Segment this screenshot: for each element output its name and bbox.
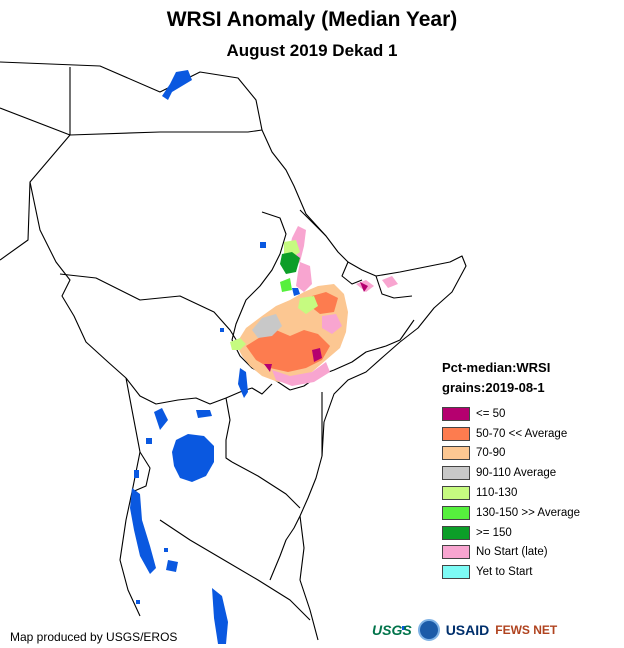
- border-rwanda-burundi: [131, 451, 151, 493]
- lake-tana: [292, 288, 300, 296]
- border-sudan-south-sudan: [59, 273, 241, 347]
- border-sudan-ethiopia: [231, 211, 287, 341]
- legend-label: >= 150: [476, 526, 512, 539]
- legend-swatch: [442, 406, 470, 421]
- border-chad-sudan: [29, 181, 127, 379]
- lake-nasser: [162, 70, 192, 100]
- map-credit: Map produced by USGS/EROS: [10, 630, 178, 644]
- border-somaliland: [375, 275, 413, 299]
- legend-item: >= 150: [442, 523, 622, 543]
- legend-item: No Start (late): [442, 543, 622, 563]
- fews-net-logo: FEWS NET: [495, 623, 558, 637]
- legend-swatch: [442, 545, 470, 560]
- border-tanzania-south: [159, 519, 311, 621]
- agency-logos: USGS USAID FEWS NET: [372, 618, 557, 642]
- water-bit: [220, 328, 224, 332]
- lake-edward: [146, 438, 152, 444]
- legend-label: 110-130: [476, 487, 518, 500]
- border-sudan-north: [69, 129, 263, 136]
- legend-label: No Start (late): [476, 546, 548, 559]
- wrsi-anomaly-extreme-deficit: [360, 282, 368, 292]
- lake-victoria: [172, 434, 214, 482]
- lake-malawi: [212, 588, 228, 644]
- legend-label: Yet to Start: [476, 566, 533, 579]
- wrsi-anomaly-extreme-deficit: [264, 364, 272, 372]
- map-title: WRSI Anomaly (Median Year): [166, 8, 458, 31]
- usgs-logo: USGS: [372, 622, 412, 638]
- water-bit: [164, 548, 168, 552]
- legend-item: 50-70 << Average: [442, 424, 622, 444]
- legend-item: 90-110 Average: [442, 463, 622, 483]
- legend-item: 110-130: [442, 483, 622, 503]
- coastline-nile-region: [0, 61, 467, 581]
- wrsi-anomaly-above-average: [298, 296, 318, 314]
- legend-item: Yet to Start: [442, 562, 622, 582]
- border-libya-egypt: [0, 67, 71, 261]
- wrsi-anomaly-no-start: [382, 276, 398, 288]
- usaid-logo: USAID: [445, 622, 490, 638]
- water-bit: [402, 626, 406, 630]
- legend-title-line2: grains:2019-08-1: [442, 380, 545, 395]
- legend-items: <= 50 50-70 << Average 70-90 90-110 Aver…: [442, 404, 622, 582]
- wrsi-anomaly-below-average: [310, 292, 338, 314]
- wrsi-anomaly-below-average: [246, 330, 330, 372]
- legend-swatch: [442, 565, 470, 580]
- legend-swatch: [442, 525, 470, 540]
- legend-label: 50-70 << Average: [476, 427, 568, 440]
- lake-kyoga: [196, 410, 212, 418]
- legend-swatch: [442, 446, 470, 461]
- legend-label: 130-150 >> Average: [476, 506, 581, 519]
- wrsi-anomaly-no-start: [322, 314, 342, 334]
- wrsi-anomaly-average: [252, 314, 282, 338]
- border-drc-east: [119, 377, 141, 617]
- legend-item: <= 50: [442, 404, 622, 424]
- legend: Pct-median:WRSI grains:2019-08-1 <= 50 5…: [442, 358, 622, 582]
- lake-tanganyika: [130, 488, 156, 574]
- legend-title-line1: Pct-median:WRSI: [442, 360, 551, 375]
- wrsi-anomaly-no-start: [272, 362, 330, 386]
- legend-item: 130-150 >> Average: [442, 503, 622, 523]
- wrsi-anomaly-extreme-deficit: [312, 348, 322, 362]
- noaa-logo: [417, 619, 440, 641]
- legend-label: <= 50: [476, 407, 506, 420]
- map-subtitle: August 2019 Dekad 1: [226, 41, 398, 60]
- lake-kivu: [134, 470, 139, 478]
- border-eritrea: [299, 209, 327, 237]
- lake-rukwa: [166, 560, 178, 572]
- lake-turkana: [238, 368, 248, 398]
- border-uganda-kenya: [225, 397, 233, 463]
- lake-albert: [154, 408, 168, 430]
- wrsi-anomaly-above-average: [230, 338, 246, 350]
- legend-label: 90-110 Average: [476, 467, 557, 480]
- legend-swatch: [442, 505, 470, 520]
- water-bit: [136, 600, 140, 604]
- border-egypt-sudan: [0, 107, 71, 136]
- border-south-sudan-south: [125, 377, 273, 405]
- border-kenya-tanzania: [231, 461, 301, 509]
- legend-label: 70-90: [476, 447, 506, 460]
- wrsi-anomaly-very-high: [280, 252, 300, 274]
- wrsi-anomaly-much-above: [280, 278, 292, 292]
- legend-swatch: [442, 426, 470, 441]
- wrsi-anomaly-no-start: [296, 262, 312, 292]
- water-bit: [260, 242, 266, 248]
- legend-swatch: [442, 486, 470, 501]
- border-djibouti: [341, 261, 363, 285]
- coast-tanzania: [299, 515, 319, 641]
- legend-swatch: [442, 466, 470, 481]
- legend-item: 70-90: [442, 444, 622, 464]
